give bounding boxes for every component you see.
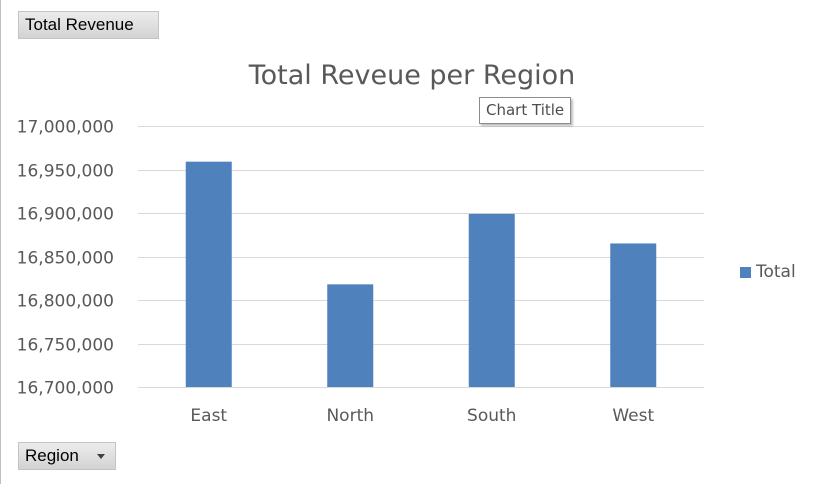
bar-east[interactable] [185, 161, 232, 387]
x-tick-label-west: West [612, 406, 654, 426]
gridlines [138, 126, 704, 388]
chart-title[interactable]: Total Reveue per Region [0, 60, 824, 91]
legend[interactable]: Total [740, 262, 796, 282]
legend-label-total: Total [756, 262, 796, 282]
chart-title-tooltip: Chart Title [479, 97, 572, 124]
y-tick-label: 16,700,000 [17, 379, 114, 399]
bar-west[interactable] [610, 243, 657, 387]
y-tick-label: 16,850,000 [17, 249, 114, 269]
axis-field-label: Region [25, 446, 79, 465]
axis-field-button[interactable]: Region [18, 442, 116, 470]
y-tick-label: 16,750,000 [17, 336, 114, 356]
x-tick-label-south: South [467, 406, 516, 426]
y-tick-label: 16,950,000 [17, 162, 114, 182]
x-axis-tick-labels: East North South West [190, 406, 654, 426]
y-tick-label: 16,900,000 [17, 205, 114, 225]
value-field-button[interactable]: Total Revenue [18, 11, 159, 39]
bar-south[interactable] [468, 213, 515, 387]
bar-north[interactable] [327, 284, 374, 387]
bars [185, 161, 657, 387]
x-tick-label-north: North [326, 406, 374, 426]
y-axis-tick-labels: 16,700,000 16,750,000 16,800,000 16,850,000… [17, 118, 114, 399]
sheet-left-border [0, 0, 1, 484]
dropdown-arrow-icon[interactable] [97, 454, 105, 459]
x-tick-label-east: East [190, 406, 227, 426]
y-tick-label: 16,800,000 [17, 292, 114, 312]
y-tick-label: 17,000,000 [17, 118, 114, 138]
chart-title-text: Total Reveue per Region [248, 60, 576, 91]
legend-swatch-total [740, 266, 751, 278]
